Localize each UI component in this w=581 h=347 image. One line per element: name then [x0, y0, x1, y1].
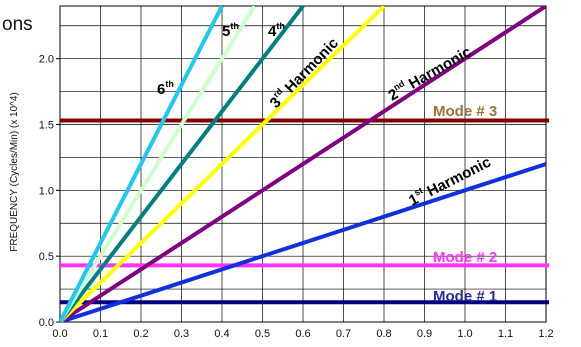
y-tick-label: 0.0	[39, 317, 54, 329]
harmonic-line-h2	[60, 6, 546, 322]
x-tick-label: 0.5	[255, 328, 270, 340]
harmonic-line-h6	[60, 6, 224, 322]
x-tick-label: 1.1	[498, 328, 513, 340]
harmonic-line-h3	[60, 6, 386, 322]
harmonic-label-h5: 5th	[222, 21, 239, 40]
x-tick-label: 0.3	[174, 328, 189, 340]
y-tick-label: 0.5	[39, 251, 54, 263]
harmonic-label-suffix: nd	[392, 78, 407, 92]
mode-label-m3: Mode # 3	[433, 103, 497, 120]
harmonic-line-h5	[60, 6, 257, 322]
y-tick-label: 2.0	[39, 54, 54, 66]
mode-lines	[60, 118, 549, 305]
harmonic-label-h3: 3rd Harmonic	[265, 33, 342, 111]
x-tick-label: 1.2	[538, 328, 553, 340]
mode-label-m1: Mode # 1	[433, 288, 497, 305]
y-tick-label: 1.5	[39, 120, 54, 132]
x-tick-label: 0.4	[214, 328, 229, 340]
cropped-title-fragment: ons	[2, 14, 33, 35]
harmonic-label-suffix: st	[413, 185, 425, 198]
x-tick-label: 0.1	[93, 328, 108, 340]
y-axis-label: FREQUENCY (Cycles/Min) (x 10^4)	[9, 92, 20, 252]
x-tick-label: 0.2	[133, 328, 148, 340]
x-tick-label: 0.6	[295, 328, 310, 340]
harmonic-label-h6: 6th	[157, 79, 174, 98]
harmonic-label-suffix: th	[165, 79, 174, 89]
harmonic-label-number: 4	[268, 23, 277, 40]
tick-labels: 0.0 0.1 0.2 0.3 0.4 0.5 0.6 0.7 0.8 0.9 1.0 1.1 1.2 0…	[39, 54, 554, 340]
x-tick-label: 0.7	[336, 328, 351, 340]
x-tick-label: 0.0	[52, 328, 67, 340]
harmonic-label-text: Harmonic	[402, 43, 474, 94]
harmonic-line-h4	[60, 6, 305, 322]
x-tick-label: 0.9	[417, 328, 432, 340]
harmonic-label-suffix: th	[230, 21, 239, 31]
x-tick-label: 1.0	[457, 328, 472, 340]
harmonic-line-h1	[60, 162, 546, 322]
harmonic-label-number: 6	[157, 81, 165, 98]
mode-label-m2: Mode # 2	[433, 249, 497, 266]
harmonic-label-suffix: th	[276, 21, 285, 31]
x-tick-label: 0.8	[376, 328, 391, 340]
harmonic-lines	[60, 6, 546, 322]
harmonic-label-text: Harmonic	[279, 35, 342, 100]
harmonic-label-h2: 2nd Harmonic	[385, 42, 475, 105]
harmonic-label-h1: 1st Harmonic	[405, 152, 494, 210]
harmonic-label-number: 5	[222, 23, 230, 40]
harmonic-label-h4: 4th	[268, 21, 285, 40]
y-tick-label: 1.0	[39, 185, 54, 197]
